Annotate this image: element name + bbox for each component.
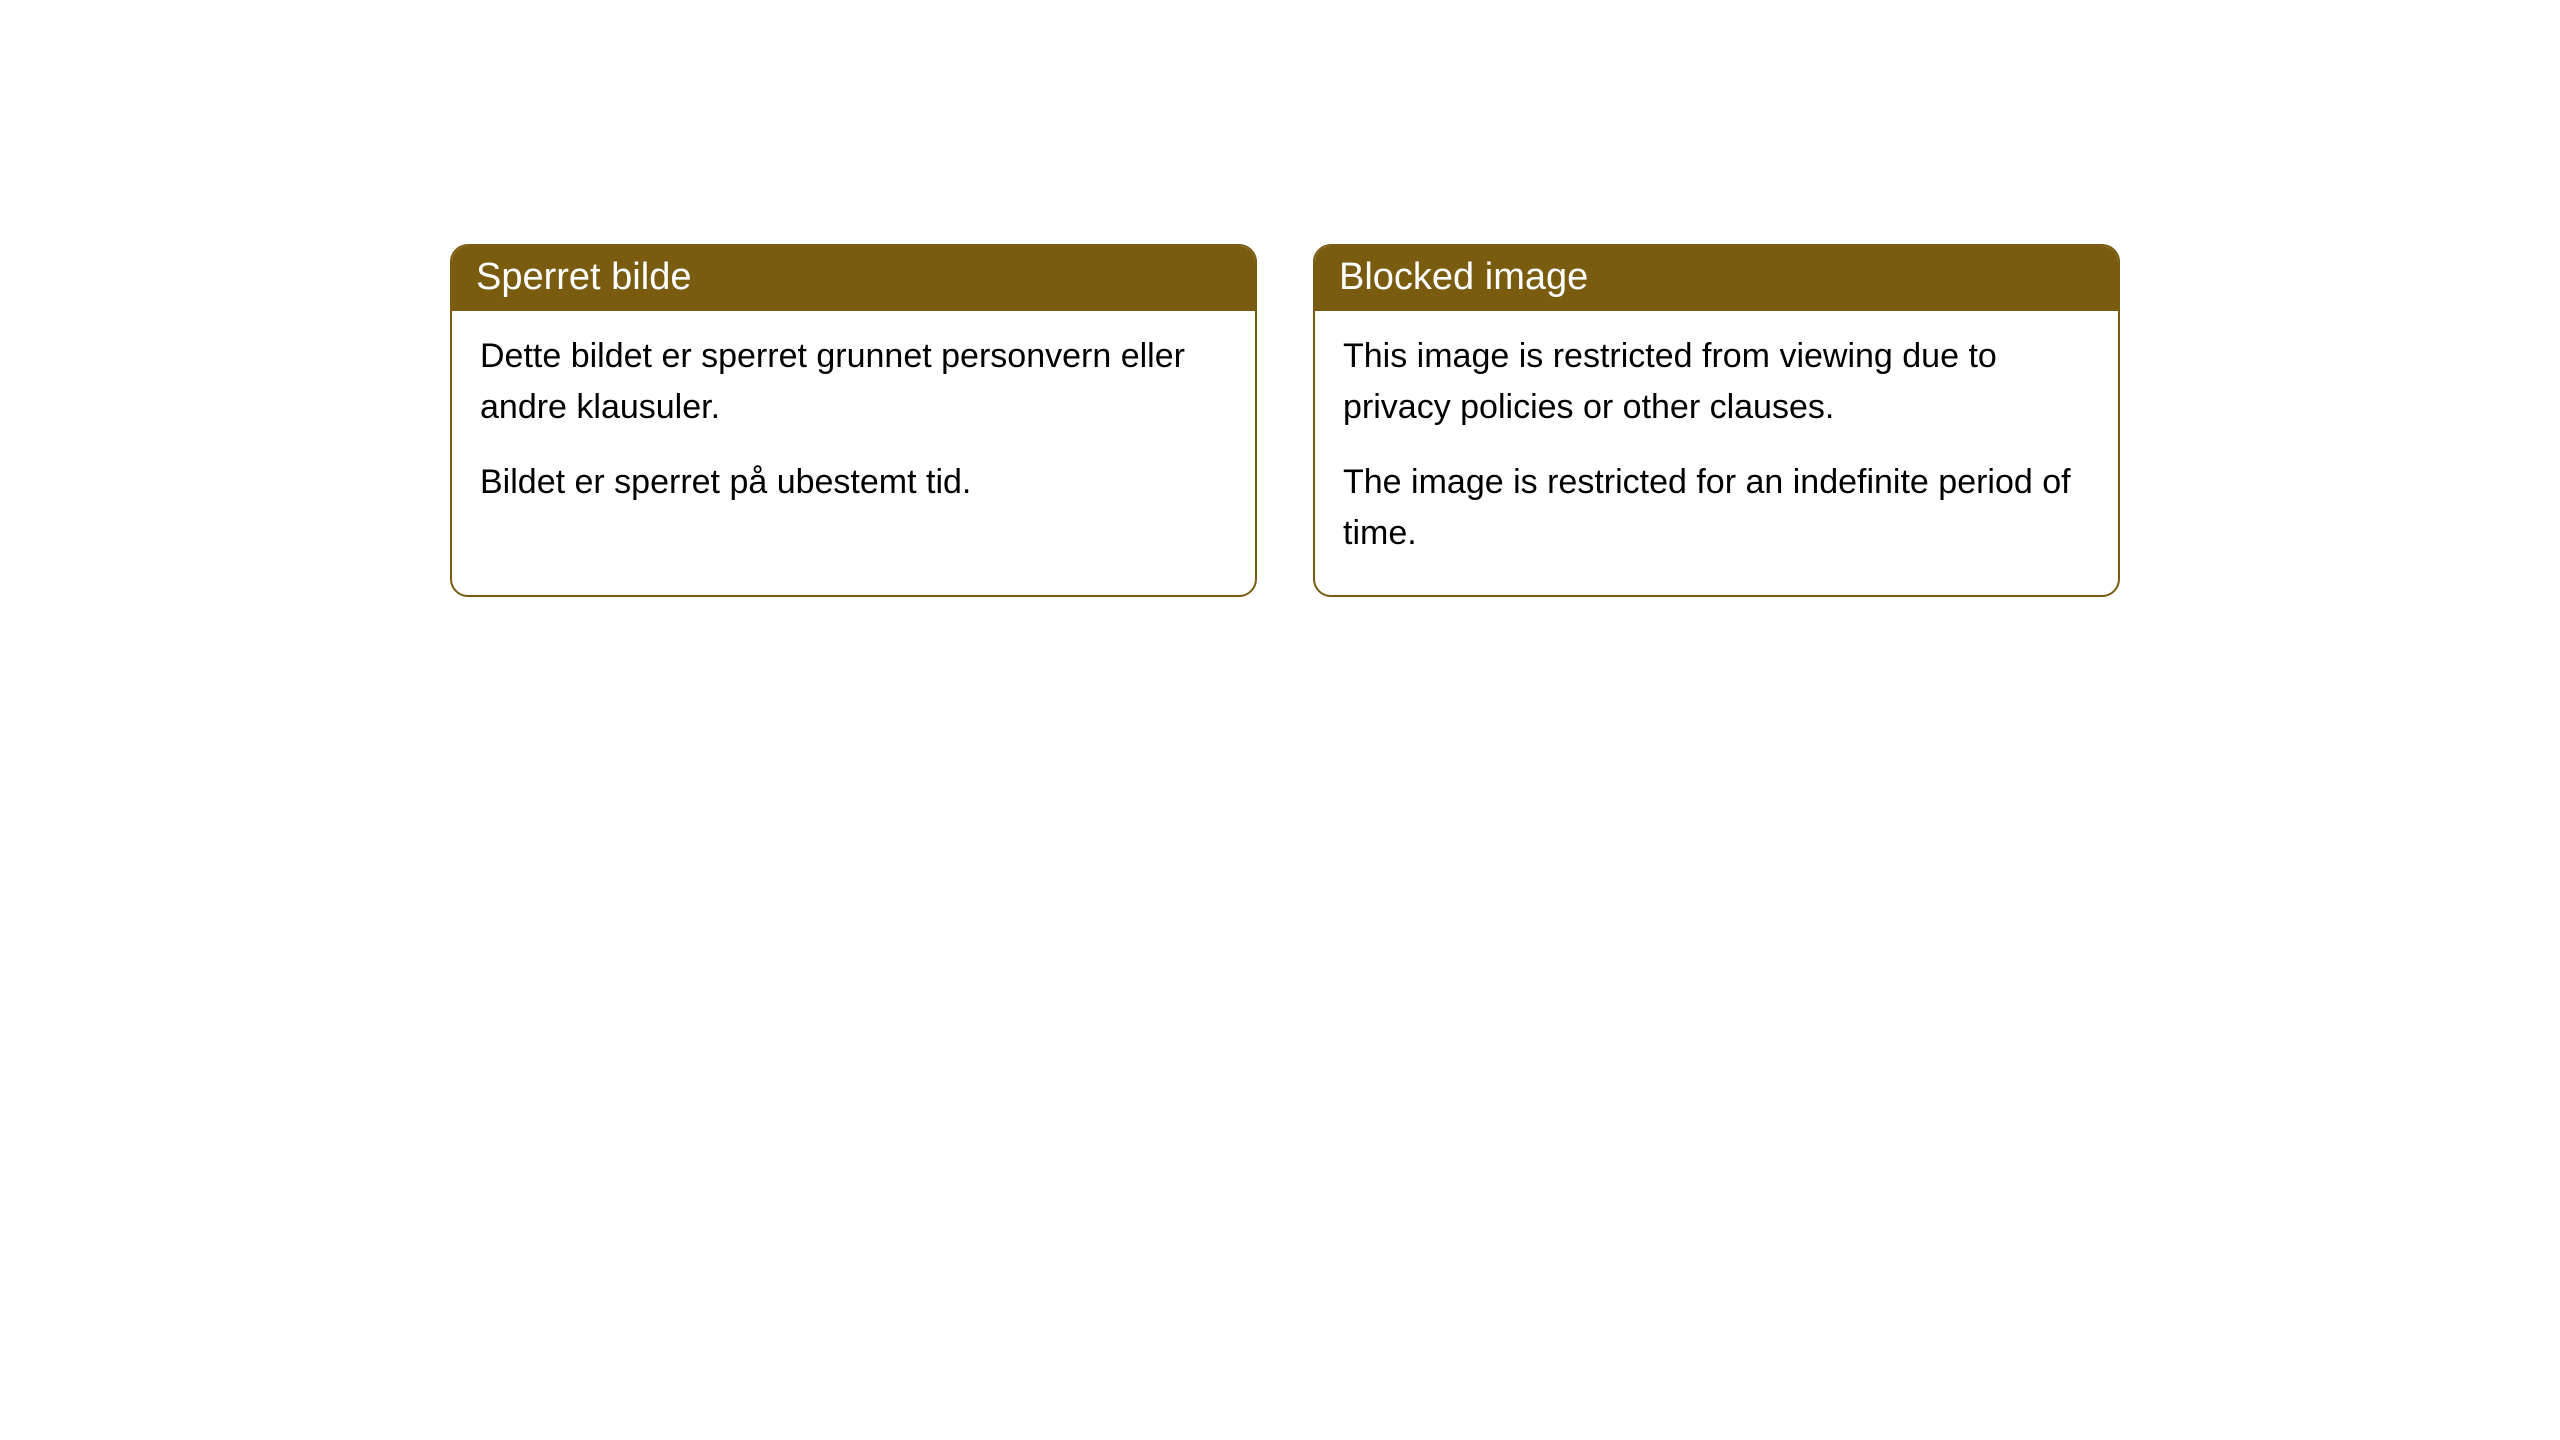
card-title: Sperret bilde (476, 256, 691, 298)
card-paragraph-1: Dette bildet er sperret grunnet personve… (480, 331, 1227, 433)
card-body-norwegian: Dette bildet er sperret grunnet personve… (452, 311, 1255, 544)
card-paragraph-2: Bildet er sperret på ubestemt tid. (480, 457, 1227, 508)
card-body-english: This image is restricted from viewing du… (1315, 311, 2118, 595)
blocked-image-card-english: Blocked image This image is restricted f… (1313, 244, 2120, 597)
card-paragraph-2: The image is restricted for an indefinit… (1343, 457, 2090, 559)
card-header-english: Blocked image (1315, 246, 2118, 311)
card-header-norwegian: Sperret bilde (452, 246, 1255, 311)
card-paragraph-1: This image is restricted from viewing du… (1343, 331, 2090, 433)
notice-cards-container: Sperret bilde Dette bildet er sperret gr… (450, 244, 2120, 597)
card-title: Blocked image (1339, 256, 1588, 298)
blocked-image-card-norwegian: Sperret bilde Dette bildet er sperret gr… (450, 244, 1257, 597)
